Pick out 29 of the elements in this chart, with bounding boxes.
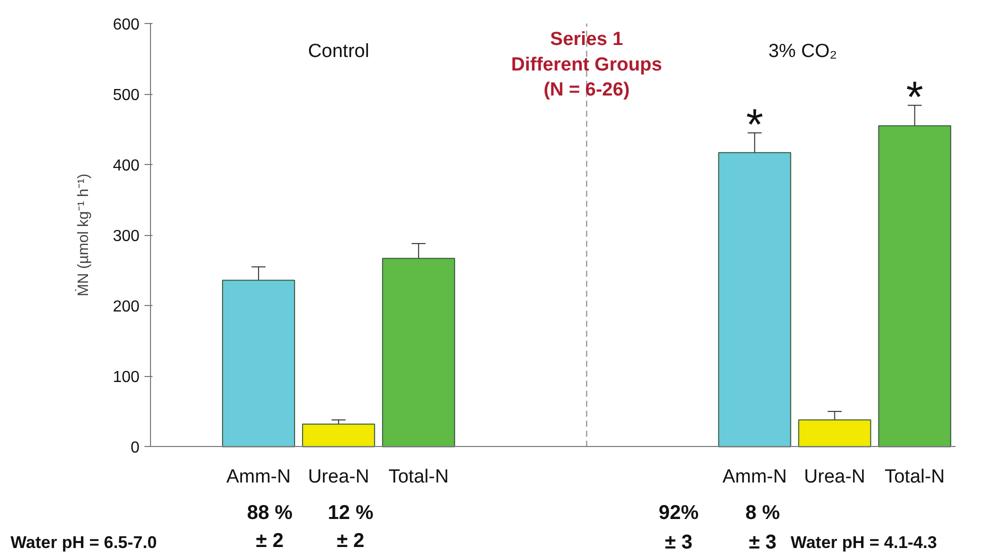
text: 12 % (328, 502, 374, 524)
text: ± 2 (336, 530, 364, 552)
text: Water pH = 6.5-7.0 (10, 533, 157, 552)
annotation: * (746, 100, 764, 150)
annotation: * (906, 72, 924, 122)
text: ± 3 (748, 532, 776, 552)
y-tick-label: 300 (112, 228, 140, 246)
x-tick-label: Urea-N (308, 466, 370, 488)
y-tick-label: 500 (112, 87, 140, 104)
y-tick-label: 200 (112, 298, 140, 316)
x-tick-label: Total-N (884, 466, 945, 488)
y-tick-label: 100 (112, 369, 140, 386)
y-tick-label: 0 (130, 440, 140, 457)
x-tick-label: Amm-N (722, 466, 787, 488)
annotation: 3% CO₂ (768, 41, 837, 62)
y-axis-title: ṀN (µmol kg⁻¹ h⁻¹) (74, 174, 92, 296)
text: 88 % (246, 502, 293, 524)
x-tick-label: Total-N (388, 466, 449, 488)
text: Water pH = 4.1-4.3 (790, 533, 937, 552)
text: 92% (658, 502, 699, 524)
text: 8 % (745, 502, 780, 524)
x-tick-label: Urea-N (804, 466, 866, 488)
annotation: Control (308, 41, 370, 62)
x-tick-label: Amm-N (226, 466, 291, 488)
annotation: Series 1 Different Groups (N = 6-26) (511, 29, 662, 101)
text: ± 2 (256, 530, 284, 552)
text: ± 3 (664, 532, 692, 552)
y-tick-label: 600 (112, 16, 140, 34)
y-tick-label: 400 (112, 158, 140, 175)
